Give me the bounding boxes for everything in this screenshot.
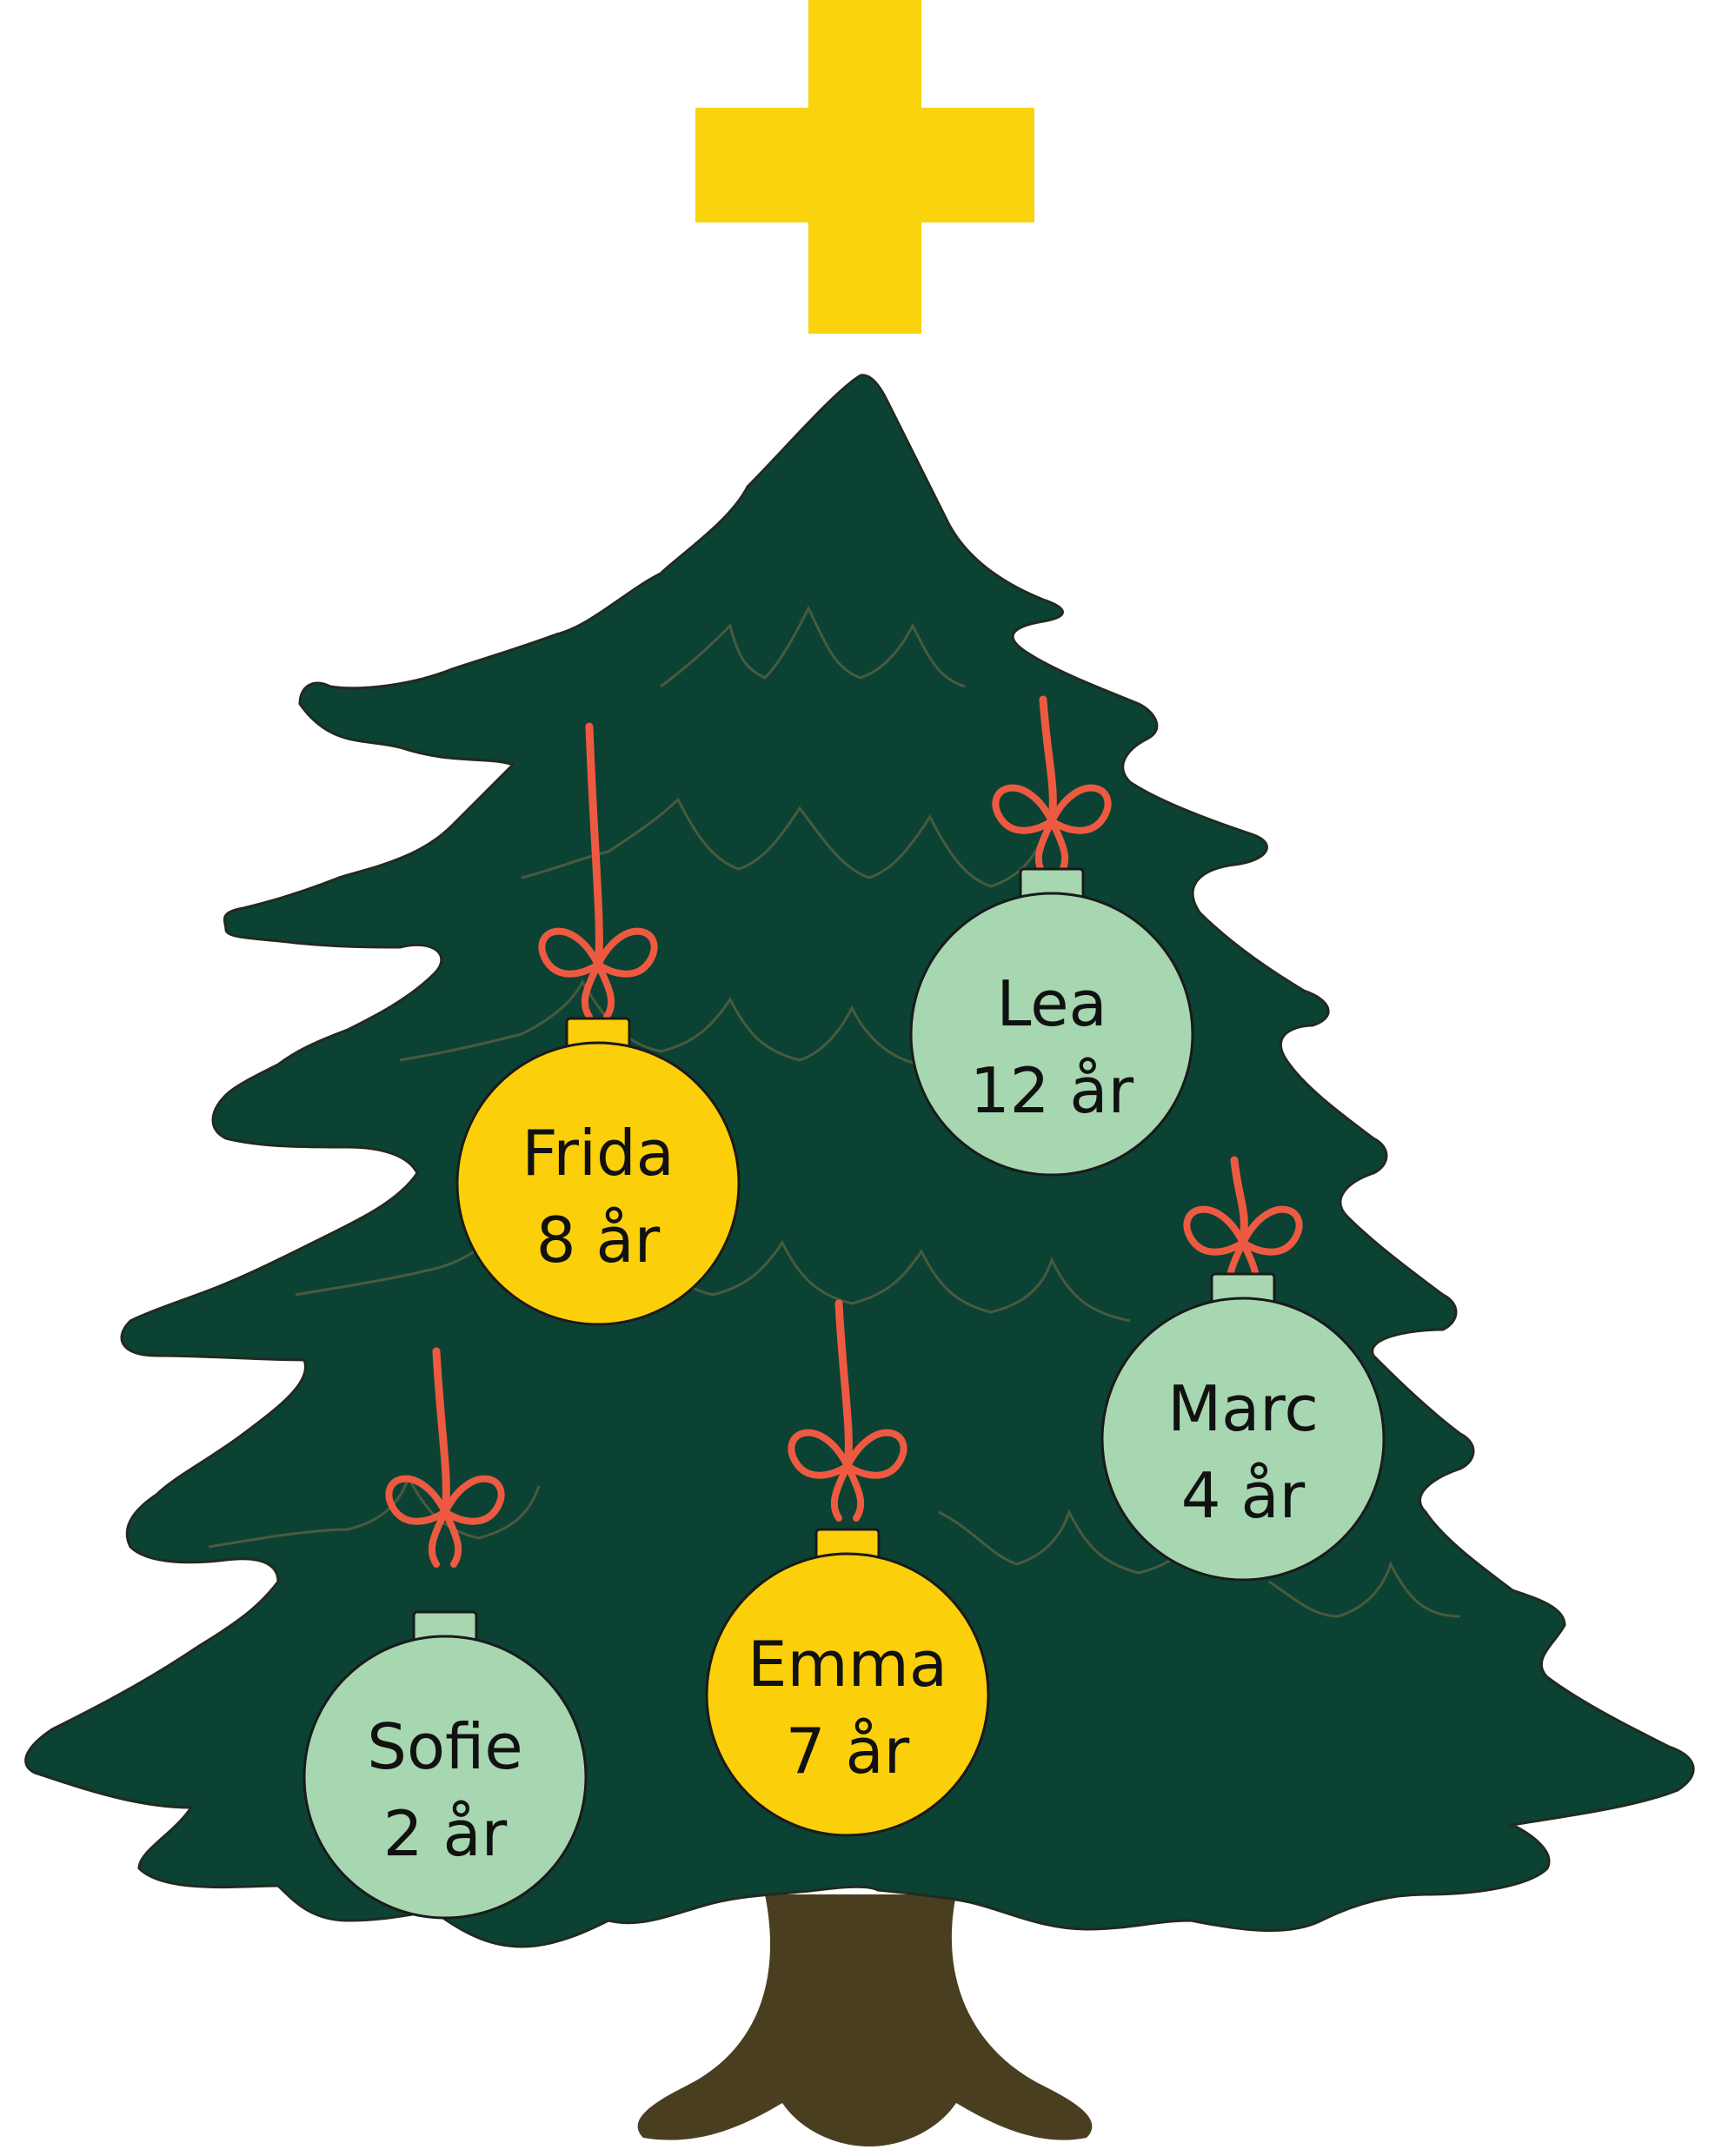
ornament-age: 7 år [786, 1715, 910, 1788]
ornament-lea: Lea 12 år [909, 695, 1194, 1177]
ornament-marc: Marc 4 år [1100, 1156, 1386, 1582]
ornament-name: Marc [1167, 1372, 1319, 1445]
ribbon-bow-icon [788, 1429, 907, 1522]
ornament-name: Lea [996, 967, 1107, 1040]
ribbon-string [432, 1347, 450, 1516]
ornament-name: Sofie [367, 1710, 522, 1783]
ornaments-group: Frida 8 år Lea 12 år Marc 4 år Emma 7 år Sofie 2 … [302, 695, 1386, 1920]
ornament-name: Emma [748, 1628, 947, 1701]
ribbon-string [585, 722, 603, 969]
ornament-emma: Emma 7 år [705, 1299, 990, 1837]
ornament-age: 8 år [536, 1204, 661, 1277]
ribbon-string [1039, 695, 1057, 826]
ornament-age: 2 år [383, 1797, 508, 1870]
bauble-icon [705, 1552, 990, 1837]
tree-trunk [637, 1894, 1093, 2146]
bauble-icon [909, 892, 1194, 1177]
ornament-frida: Frida 8 år [455, 722, 741, 1326]
bauble-icon [302, 1635, 588, 1920]
ornament-name: Frida [522, 1117, 675, 1190]
ornament-sofie: Sofie 2 år [302, 1347, 588, 1920]
cross-star-icon [695, 0, 1034, 334]
ribbon-string [1230, 1156, 1248, 1247]
ribbon-bow-icon [385, 1475, 505, 1568]
ribbon-string [834, 1299, 853, 1470]
ribbon-bow-icon [538, 927, 658, 1020]
bauble-icon [455, 1041, 741, 1326]
ornament-age: 12 år [970, 1054, 1134, 1127]
ornament-age: 4 år [1181, 1459, 1306, 1532]
bauble-icon [1100, 1297, 1386, 1582]
